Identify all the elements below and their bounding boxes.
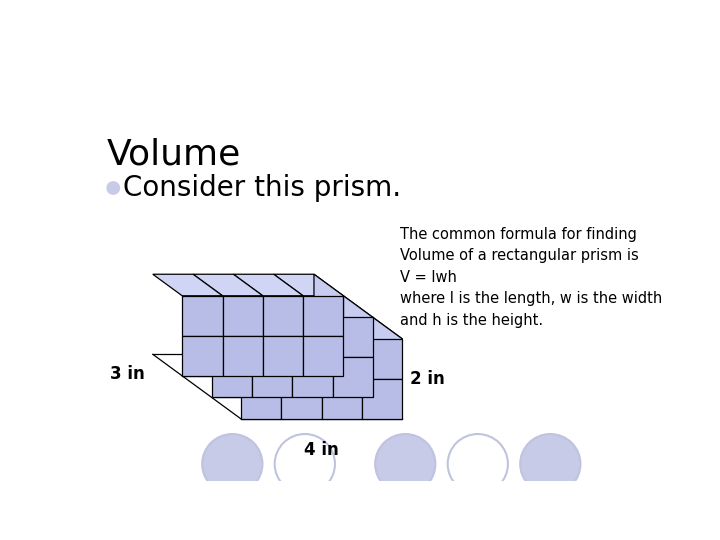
Text: 3 in: 3 in: [110, 365, 145, 383]
Polygon shape: [333, 357, 373, 397]
Polygon shape: [222, 296, 263, 336]
Polygon shape: [182, 296, 252, 318]
Polygon shape: [303, 296, 343, 336]
Polygon shape: [314, 314, 343, 376]
Polygon shape: [282, 379, 322, 419]
Polygon shape: [241, 379, 282, 419]
Polygon shape: [274, 274, 343, 296]
Polygon shape: [212, 357, 252, 397]
Polygon shape: [263, 296, 333, 318]
Polygon shape: [333, 318, 373, 357]
Polygon shape: [362, 339, 402, 379]
Polygon shape: [252, 318, 292, 357]
Polygon shape: [263, 336, 303, 376]
Ellipse shape: [275, 434, 335, 494]
Polygon shape: [292, 318, 333, 357]
Polygon shape: [182, 336, 222, 376]
Polygon shape: [263, 296, 303, 336]
Polygon shape: [153, 274, 222, 296]
Polygon shape: [333, 318, 402, 339]
Ellipse shape: [375, 434, 436, 494]
Polygon shape: [282, 339, 322, 379]
Ellipse shape: [107, 182, 120, 194]
Polygon shape: [292, 318, 362, 339]
Polygon shape: [362, 379, 402, 419]
Polygon shape: [252, 357, 292, 397]
Ellipse shape: [448, 434, 508, 494]
Polygon shape: [212, 318, 282, 339]
Polygon shape: [292, 357, 333, 397]
Polygon shape: [212, 318, 252, 357]
Polygon shape: [233, 274, 303, 296]
Text: Volume: Volume: [107, 138, 241, 172]
Text: The common formula for finding
Volume of a rectangular prism is
V = lwh
where l : The common formula for finding Volume of…: [400, 226, 662, 328]
Polygon shape: [373, 318, 402, 379]
Polygon shape: [303, 296, 373, 318]
Text: 4 in: 4 in: [305, 441, 339, 458]
Polygon shape: [222, 296, 292, 318]
Polygon shape: [222, 336, 263, 376]
Polygon shape: [182, 296, 222, 336]
Polygon shape: [303, 336, 343, 376]
Polygon shape: [343, 336, 373, 397]
Polygon shape: [322, 339, 362, 379]
Polygon shape: [241, 339, 282, 379]
Text: Consider this prism.: Consider this prism.: [122, 174, 400, 202]
Polygon shape: [343, 296, 373, 357]
Polygon shape: [193, 274, 263, 296]
Text: 2 in: 2 in: [410, 370, 445, 388]
Ellipse shape: [202, 434, 262, 494]
Ellipse shape: [521, 434, 580, 494]
Polygon shape: [252, 318, 322, 339]
Polygon shape: [373, 357, 402, 419]
Polygon shape: [322, 379, 362, 419]
Polygon shape: [314, 274, 343, 336]
